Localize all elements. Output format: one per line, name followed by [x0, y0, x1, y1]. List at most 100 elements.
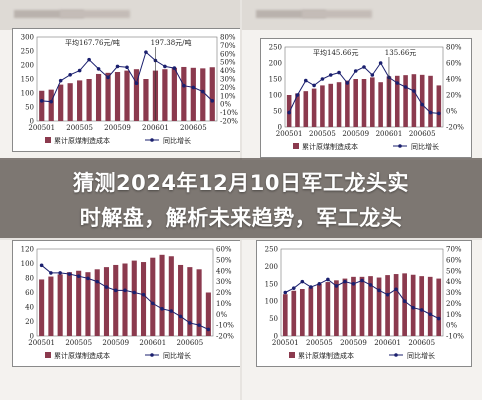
line-point	[141, 292, 146, 297]
bar	[334, 280, 339, 336]
panel-header	[0, 0, 240, 30]
bar	[376, 277, 382, 336]
line-point	[134, 81, 139, 85]
bar	[427, 276, 433, 336]
y-left-tick-label: 200	[265, 263, 278, 271]
y-right-tick-label: 40%	[220, 67, 236, 75]
line-point	[86, 276, 90, 281]
y-right-tick-label: -20%	[220, 118, 238, 126]
legend-bar-swatch	[45, 137, 51, 143]
y-right-tick-label: 50%	[446, 267, 462, 275]
line-point	[106, 75, 110, 80]
bar	[150, 257, 156, 336]
line-point	[95, 279, 100, 284]
annotation-label: 平均145.66元	[313, 48, 359, 57]
chart-frame: 0 50 100 150 200 250 -10% 0% 10% 20% 30% 40% 50% 60% 7…	[256, 240, 472, 367]
chart-panel-bottom-right: 0 50 100 150 200 250 -10% 0% 10% 20% 30% 40% 50% 60% 7…	[242, 240, 482, 400]
bar	[410, 274, 416, 336]
bar	[403, 75, 408, 127]
bar	[39, 279, 45, 336]
bar	[353, 79, 358, 127]
legend-bar-label: 累计原煤制造成本	[54, 136, 110, 145]
bar	[140, 262, 147, 336]
line-point	[87, 57, 91, 62]
bar	[39, 90, 45, 121]
bar	[86, 79, 92, 121]
line-point	[132, 290, 137, 295]
line-point	[326, 277, 330, 282]
y-right-tick-label: -10%	[220, 109, 238, 117]
x-tick-label: 200505	[65, 339, 92, 347]
bar	[85, 272, 91, 336]
bar	[105, 72, 111, 121]
bar	[385, 275, 390, 336]
bar	[419, 276, 425, 336]
line-point	[378, 61, 383, 65]
panel-header-text	[60, 10, 130, 18]
bar	[361, 79, 367, 127]
line-point	[328, 73, 333, 77]
line-point	[312, 83, 316, 88]
line-point	[96, 67, 101, 71]
legend-bar-label: 累计原煤制造成本	[298, 351, 354, 360]
chart-frame: 0 50 100 150 200 250 300 -20% -10% 0% 10% 20% 30% 40%…	[12, 28, 240, 152]
panel-header-text	[14, 10, 84, 18]
line-point	[49, 271, 53, 275]
line-point	[368, 283, 373, 287]
y-right-tick-label: -10%	[446, 333, 464, 341]
bar	[143, 79, 149, 121]
line-point	[206, 327, 211, 332]
y-left-tick-label: 150	[21, 76, 34, 84]
legend-line-label: 同比增长	[407, 351, 435, 360]
panel-header-text	[256, 10, 326, 18]
bar	[311, 88, 317, 127]
line-point	[163, 64, 167, 69]
x-tick-label: 200505	[306, 339, 333, 347]
chart-top-right: 0 50 100 150 200 250 -20% 0% 20% 40% 60% 80% 200501 2…	[269, 44, 465, 152]
y-left-tick-label: 50	[269, 315, 278, 323]
x-tick-label: 200501	[276, 130, 303, 138]
line-point	[428, 312, 433, 317]
line-point	[115, 64, 120, 69]
line-point	[309, 285, 313, 289]
y-right-tick-label: 40%	[216, 267, 232, 275]
y-right-tick-label: 20%	[220, 84, 236, 92]
y-right-tick-label: 30%	[446, 289, 462, 297]
y-left-tick-label: 250	[21, 48, 34, 56]
bar	[190, 67, 196, 121]
legend-bar-label: 累计原煤制造成本	[54, 351, 110, 360]
y-left-tick-label: 0	[30, 118, 34, 126]
annotation-label: 135.66元	[385, 49, 417, 57]
y-left-tick-label: 300	[21, 34, 34, 42]
legend-line-marker	[398, 144, 402, 148]
y-right-tick-label: 80%	[220, 34, 236, 42]
line-point	[160, 307, 164, 311]
bar	[200, 68, 206, 121]
bar	[181, 66, 187, 121]
x-tick-label: 200601	[142, 124, 169, 132]
bar	[131, 260, 137, 336]
y-left-tick-label: 40	[25, 304, 34, 312]
x-tick-label: 200501	[28, 124, 55, 132]
bar	[328, 83, 334, 127]
chart-panel-top-right: 0 50 100 150 200 250 -20% 0% 20% 40% 60% 80% 200501 2…	[242, 0, 482, 160]
y-left-tick-label: 100	[21, 90, 34, 98]
y-left-tick-label: 250	[269, 44, 282, 52]
bar	[303, 91, 309, 127]
y-left-tick-label: 0	[278, 124, 282, 132]
chart-panel-bottom-left: 0 20 40 60 80 100 120 -20% -10% 0% 10% 20% 30% 40% 50%…	[0, 240, 240, 400]
line-point	[370, 73, 375, 77]
bar	[345, 80, 350, 127]
bar	[67, 83, 73, 121]
y-right-tick-label: 40%	[446, 278, 462, 286]
legend-bar-swatch	[45, 352, 51, 358]
line-point	[200, 89, 205, 94]
y-right-tick-label: 80%	[446, 44, 462, 52]
bar	[133, 69, 140, 121]
y-right-tick-label: 60%	[446, 60, 462, 68]
y-right-tick-label: 0%	[220, 101, 231, 109]
x-tick-label: 200509	[102, 339, 129, 347]
bar	[76, 270, 82, 336]
bar	[351, 276, 356, 336]
y-right-tick-label: -10%	[216, 322, 234, 330]
